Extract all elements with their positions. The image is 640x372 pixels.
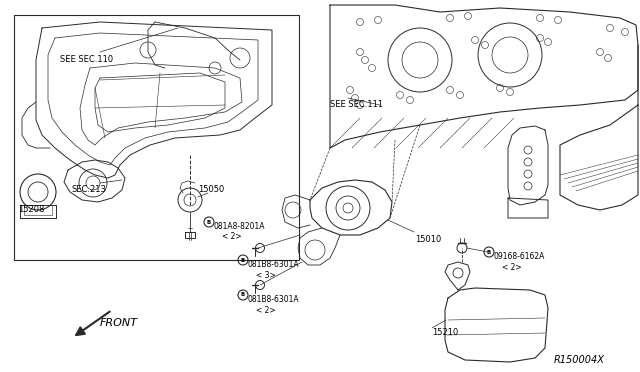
Text: < 2>: < 2>	[256, 306, 276, 315]
Text: B: B	[487, 250, 491, 254]
Text: 15208: 15208	[18, 205, 44, 214]
Text: B: B	[207, 219, 211, 224]
Bar	[14, 15, 299, 260]
Text: 081B8-6301A: 081B8-6301A	[248, 295, 300, 304]
Text: B: B	[241, 292, 245, 298]
Text: 15010: 15010	[415, 235, 441, 244]
Text: 09168-6162A: 09168-6162A	[494, 252, 545, 261]
Text: < 2>: < 2>	[222, 232, 242, 241]
Text: 15050: 15050	[198, 185, 224, 194]
Text: < 3>: < 3>	[256, 271, 276, 280]
Text: FRONT: FRONT	[100, 318, 138, 328]
Text: SEE SEC.110: SEE SEC.110	[60, 55, 113, 64]
Text: 081B8-6301A: 081B8-6301A	[248, 260, 300, 269]
Text: < 2>: < 2>	[502, 263, 522, 272]
Text: 15210: 15210	[432, 328, 458, 337]
Text: SEE SEC.111: SEE SEC.111	[330, 100, 383, 109]
Text: R150004X: R150004X	[554, 355, 605, 365]
Text: B: B	[241, 257, 245, 263]
Text: SEC.213: SEC.213	[72, 185, 107, 194]
Text: 081A8-8201A: 081A8-8201A	[214, 222, 266, 231]
